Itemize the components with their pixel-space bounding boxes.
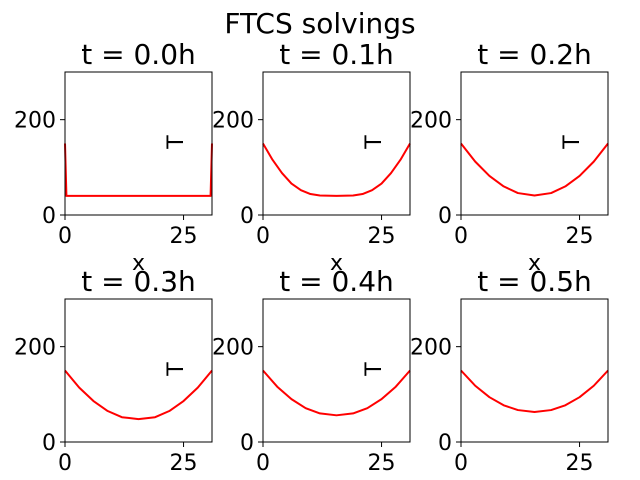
chart-2: t = 0.1h 0 25 0 200 x T — [212, 38, 411, 276]
chart-5: t = 0.4h 0 25 0 200 T — [212, 265, 411, 476]
x-tick-label: 0 — [256, 451, 270, 476]
y-tick-label: 200 — [410, 336, 452, 361]
series-line-1 — [64, 143, 213, 197]
y-tick-label: 200 — [14, 336, 56, 361]
x-tick-label: 25 — [566, 451, 594, 476]
chart-title: t = 0.3h — [81, 265, 196, 298]
y-tick-label: 200 — [410, 109, 452, 134]
x-tick-label: 25 — [368, 224, 396, 249]
x-tick-label: 0 — [256, 224, 270, 249]
x-tick-label: 25 — [170, 451, 198, 476]
x-tick-label: 25 — [170, 224, 198, 249]
y-tick-label: 0 — [240, 431, 254, 456]
chart-title: t = 0.1h — [279, 38, 394, 71]
y-tick-label: 0 — [240, 204, 254, 229]
axes-frame — [460, 71, 609, 216]
chart-title: t = 0.2h — [477, 38, 592, 71]
y-axis-label: T — [560, 135, 585, 150]
x-axis-label: x — [528, 251, 541, 276]
axes-frame — [262, 298, 411, 443]
chart-4: t = 0.3h 0 25 0 200 T — [14, 265, 213, 476]
series-line-1 — [64, 369, 213, 421]
series-line-1 — [460, 369, 609, 413]
chart-3: t = 0.2h 0 25 0 200 x T — [410, 38, 609, 276]
y-tick-label: 200 — [212, 109, 254, 134]
y-tick-label: 200 — [14, 109, 56, 134]
axes-frame — [64, 298, 213, 443]
x-axis-label: x — [330, 251, 343, 276]
chart-title: t = 0.4h — [279, 265, 394, 298]
y-tick-label: 200 — [212, 336, 254, 361]
y-tick-label: 0 — [438, 431, 452, 456]
y-axis-label: T — [362, 362, 387, 377]
chart-1: t = 0.0h 0 25 0 200 x T — [14, 38, 213, 276]
chart-title: t = 0.0h — [81, 38, 196, 71]
y-axis-label: T — [362, 135, 387, 150]
axes-frame — [460, 298, 609, 443]
y-axis-label: T — [164, 135, 189, 150]
series-line-1 — [262, 142, 411, 197]
axes-frame — [262, 71, 411, 216]
x-tick-label: 0 — [454, 224, 468, 249]
series-line-1 — [460, 142, 609, 197]
y-tick-label: 0 — [438, 204, 452, 229]
chart-6: t = 0.5h 0 25 0 200 — [410, 265, 609, 476]
x-tick-label: 25 — [566, 224, 594, 249]
y-axis-label: T — [164, 362, 189, 377]
chart-title: t = 0.5h — [477, 265, 592, 298]
figure-suptitle: FTCS solvings — [224, 7, 415, 40]
y-tick-label: 0 — [42, 204, 56, 229]
x-tick-label: 25 — [368, 451, 396, 476]
x-axis-label: x — [132, 251, 145, 276]
axes-frame — [64, 71, 213, 216]
y-tick-label: 0 — [42, 431, 56, 456]
x-tick-label: 0 — [58, 451, 72, 476]
series-line-1 — [262, 369, 411, 417]
x-tick-label: 0 — [58, 224, 72, 249]
x-tick-label: 0 — [454, 451, 468, 476]
